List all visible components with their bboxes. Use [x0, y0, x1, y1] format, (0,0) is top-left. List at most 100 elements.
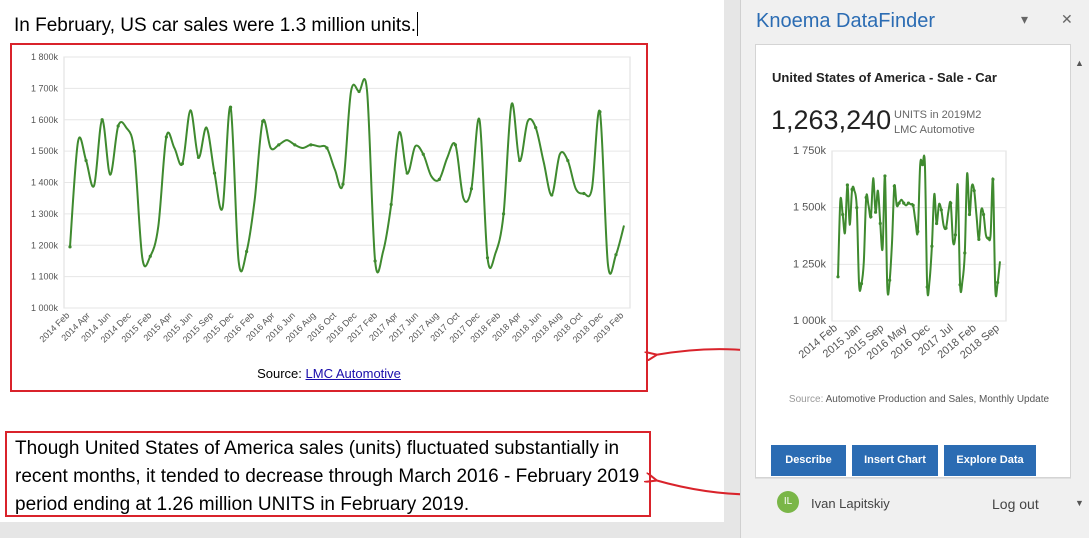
y-tick-label: 1 300k — [31, 209, 59, 219]
footer-divider — [755, 478, 1071, 479]
y-tick-label: 1 750k — [793, 145, 827, 157]
logout-link[interactable]: Log out — [992, 496, 1039, 512]
data-point — [864, 195, 868, 200]
card-source-text: Automotive Production and Sales, Monthly… — [825, 394, 1050, 405]
data-point — [373, 259, 377, 263]
inserted-description[interactable]: Though United States of America sales (u… — [5, 431, 651, 517]
data-point — [437, 177, 441, 181]
data-point — [116, 124, 120, 128]
data-point — [981, 212, 986, 217]
y-tick-label: 1 800k — [31, 52, 59, 62]
data-point — [228, 105, 233, 109]
document-area: In February, US car sales were 1.3 milli… — [0, 0, 724, 522]
data-point — [453, 143, 457, 147]
data-point — [68, 245, 72, 249]
data-point — [534, 125, 538, 130]
data-point — [841, 212, 845, 217]
scroll-up-icon[interactable]: ▲ — [1075, 58, 1084, 68]
data-point — [485, 256, 490, 260]
data-point — [916, 229, 920, 234]
data-point — [261, 119, 265, 123]
y-tick-label: 1 700k — [31, 83, 59, 93]
series-line — [837, 154, 1001, 298]
pane-scrollbar[interactable]: ▲ ▼ — [1073, 44, 1087, 520]
data-point — [991, 177, 995, 181]
data-point — [518, 158, 522, 163]
data-point — [892, 184, 896, 188]
data-point — [212, 171, 217, 175]
data-point — [845, 183, 849, 187]
document-text-line[interactable]: In February, US car sales were 1.3 milli… — [14, 12, 418, 37]
data-point — [598, 110, 602, 114]
data-point — [132, 149, 136, 153]
result-card: United States of America - Sale - Car 1,… — [755, 44, 1071, 478]
data-point — [357, 89, 361, 94]
series-line — [69, 78, 625, 275]
data-point — [836, 275, 840, 279]
source-link[interactable]: LMC Automotive — [305, 366, 401, 381]
data-point — [949, 201, 953, 205]
data-point — [986, 236, 990, 240]
data-point — [293, 143, 297, 147]
data-point — [855, 206, 859, 210]
data-point — [277, 143, 281, 147]
data-point — [878, 221, 882, 226]
user-name: Ivan Lapitskiy — [811, 496, 890, 511]
data-point — [930, 244, 934, 248]
insert-chart-button[interactable]: Insert Chart — [852, 445, 938, 476]
latest-value: 1,263,240 — [771, 105, 892, 135]
inserted-chart[interactable]: 1 000k 1 100k 1 200k 1 300k 1 400k 1 500k 1 60… — [10, 43, 648, 392]
data-point — [84, 158, 88, 163]
description-text: Though United States of America sales (u… — [15, 438, 640, 515]
scroll-down-icon[interactable]: ▼ — [1075, 498, 1084, 508]
describe-button[interactable]: Describe — [771, 445, 846, 476]
chevron-down-icon[interactable]: ▾ — [1021, 11, 1029, 27]
data-point — [869, 215, 873, 219]
data-point — [963, 251, 967, 255]
data-point — [944, 226, 948, 230]
explore-data-button[interactable]: Explore Data — [944, 445, 1036, 476]
data-point — [939, 208, 943, 212]
card-source: Source: Automotive Production and Sales,… — [776, 392, 1062, 407]
data-point — [582, 191, 586, 196]
data-point — [953, 233, 957, 237]
data-point — [100, 118, 104, 122]
data-point — [967, 212, 972, 217]
units-line1: UNITS in 2019M2 — [894, 109, 982, 121]
chart-source: Source: LMC Automotive — [12, 366, 646, 381]
data-point — [550, 193, 554, 197]
data-point — [389, 202, 393, 207]
data-point — [972, 189, 976, 193]
data-point — [501, 212, 506, 216]
data-point — [859, 282, 864, 286]
y-tick-label: 1 500k — [31, 146, 59, 156]
data-point — [469, 187, 474, 191]
data-point — [902, 201, 906, 205]
data-point — [925, 285, 929, 289]
data-point — [906, 201, 911, 205]
line1-text: In February, US car sales were 1.3 milli… — [14, 15, 416, 36]
data-point — [614, 253, 618, 257]
y-tick-label: 1 600k — [31, 115, 59, 125]
y-tick-label: 1 100k — [31, 272, 59, 282]
y-tick-label: 1 000k — [31, 303, 59, 313]
data-point — [958, 283, 962, 287]
data-point — [873, 210, 878, 214]
y-tick-label: 1 200k — [31, 240, 59, 250]
data-point — [405, 171, 409, 175]
data-point — [309, 143, 313, 147]
data-point — [341, 182, 345, 186]
data-point — [897, 201, 901, 205]
data-point — [996, 280, 1000, 285]
close-icon[interactable]: ✕ — [1061, 11, 1073, 27]
y-tick-label: 1 500k — [793, 202, 827, 214]
y-tick-label: 1 250k — [793, 258, 827, 270]
y-tick-label: 1 000k — [793, 315, 827, 327]
data-point — [196, 155, 201, 159]
text-caret — [416, 12, 418, 36]
data-point — [245, 249, 249, 254]
data-point — [883, 174, 887, 178]
data-point — [920, 163, 925, 167]
card-source-label: Source: — [788, 394, 824, 405]
